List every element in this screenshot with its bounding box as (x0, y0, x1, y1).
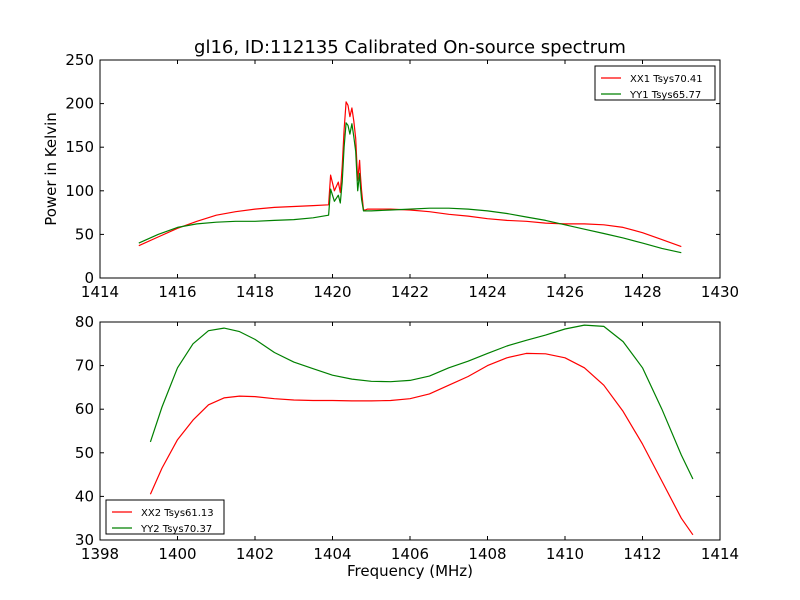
bottom-x-tick-label: 1410 (546, 545, 584, 563)
top-x-tick-label: 1420 (313, 283, 351, 301)
bottom-x-tick-label: 1412 (623, 545, 661, 563)
top-x-tick-label: 1414 (81, 283, 119, 301)
top-y-tick-label: 50 (75, 225, 94, 243)
top-x-tick-label: 1428 (623, 283, 661, 301)
top-x-tick-label: 1422 (391, 283, 429, 301)
top-series-line-2 (138, 122, 682, 254)
bottom-y-tick-label: 40 (75, 487, 94, 505)
bottom-legend-label-1: XX2 Tsys61.13 (141, 508, 214, 519)
top-y-tick-label: 150 (65, 138, 94, 156)
bottom-x-tick-label: 1400 (158, 545, 196, 563)
top-y-tick-label: 200 (65, 95, 94, 113)
top-y-tick-label: 0 (84, 269, 94, 287)
bottom-x-tick-label: 1414 (701, 545, 739, 563)
bottom-x-tick-label: 1398 (81, 545, 119, 563)
top-x-tick-label: 1418 (236, 283, 274, 301)
top-legend: XX1 Tsys70.41 YY1 Tsys65.77 (594, 65, 716, 101)
bottom-y-tick-label: 70 (75, 357, 94, 375)
bottom-x-tick-label: 1404 (313, 545, 351, 563)
bottom-y-tick-label: 80 (75, 313, 94, 331)
bottom-y-tick-label: 60 (75, 400, 94, 418)
top-legend-label-2: YY1 Tsys65.77 (629, 90, 701, 101)
bottom-legend: XX2 Tsys61.13 YY2 Tsys70.37 (105, 499, 225, 535)
top-x-tick-label: 1416 (158, 283, 196, 301)
top-y-tick-label: 100 (65, 182, 94, 200)
top-x-tick-label: 1430 (701, 283, 739, 301)
top-spectrum-plot: 1414 1416 1418 1420 1422 1424 1426 1428 1430 0 50 1… (65, 51, 739, 301)
bottom-legend-box (105, 499, 225, 535)
top-legend-label-1: XX1 Tsys70.41 (630, 74, 703, 85)
top-x-tick-label: 1426 (546, 283, 584, 301)
x-axis-label: Frequency (MHz) (347, 562, 473, 580)
bottom-y-tick-label: 30 (75, 531, 94, 549)
bottom-x-tick-label: 1406 (391, 545, 429, 563)
top-y-axis-label: Power in Kelvin (42, 112, 60, 226)
bottom-series-line-1 (149, 352, 694, 536)
bottom-legend-label-2: YY2 Tsys70.37 (140, 524, 212, 535)
chart-title: gl16, ID:112135 Calibrated On-source spe… (194, 37, 626, 58)
bottom-x-tick-label: 1402 (236, 545, 274, 563)
bottom-x-tick-label: 1408 (468, 545, 506, 563)
top-x-tick-label: 1424 (468, 283, 506, 301)
top-y-tick-label: 250 (65, 51, 94, 69)
bottom-series-line-2 (149, 324, 694, 480)
bottom-y-tick-label: 50 (75, 444, 94, 462)
bottom-spectrum-plot: 1398 1400 1402 1404 1406 1408 1410 1412 1414 30 40… (75, 313, 739, 563)
